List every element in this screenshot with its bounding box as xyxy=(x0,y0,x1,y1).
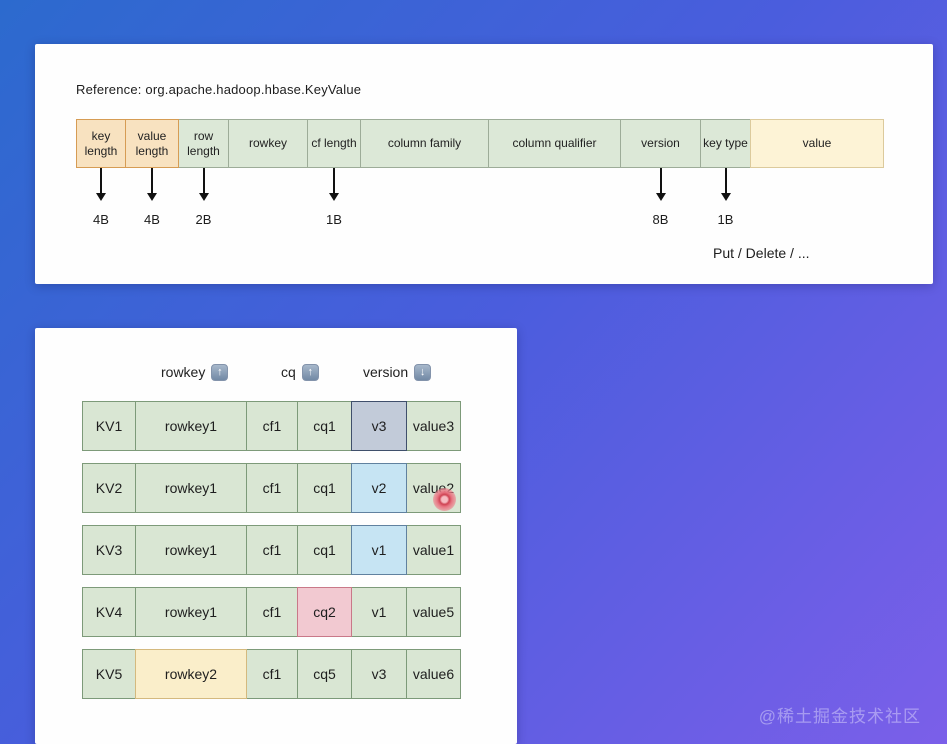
down-arrow-icon xyxy=(720,193,731,201)
segment-value-length: value length xyxy=(125,119,179,168)
arrow-line xyxy=(151,168,153,193)
down-arrow-icon xyxy=(198,193,209,201)
table-row-kv2: KV2 rowkey1 cf1 cq1 v2 value2 xyxy=(82,463,461,513)
keyvalue-table: KV1 rowkey1 cf1 cq1 v3 value3 KV2 rowkey1 cf1 cq1… xyxy=(82,401,461,711)
sort-down-icon[interactable]: ↓ xyxy=(414,363,432,381)
table-row-kv4: KV4 rowkey1 cf1 cq2 v1 value5 xyxy=(82,587,461,637)
cell-value3: value3 xyxy=(406,401,461,451)
sort-header-label: version xyxy=(363,364,409,380)
keyvalue-byte-layout-bar: key length value length row length rowkey cf… xyxy=(76,119,884,168)
cell-cq1: cq1 xyxy=(297,525,352,575)
table-row-kv1: KV1 rowkey1 cf1 cq1 v3 value3 xyxy=(82,401,461,451)
cell-kv1: KV1 xyxy=(82,401,136,451)
byte-size-arrow-version: 8B xyxy=(641,168,681,227)
cell-v1: v1 xyxy=(351,587,407,637)
cell-cf1: cf1 xyxy=(246,401,298,451)
cell-v3: v3 xyxy=(351,649,407,699)
panel-title: Reference: org.apache.hadoop.hbase.KeyVa… xyxy=(76,82,362,97)
down-arrow-icon xyxy=(655,193,666,201)
byte-size-label: 1B xyxy=(717,212,734,227)
cell-cf1: cf1 xyxy=(246,587,298,637)
cell-rowkey2: rowkey2 xyxy=(135,649,247,699)
cell-rowkey1: rowkey1 xyxy=(135,525,247,575)
sort-header-rowkey: rowkey ↑ xyxy=(161,362,229,382)
cell-kv2: KV2 xyxy=(82,463,136,513)
segment-cf-length: cf length xyxy=(307,119,361,168)
byte-size-arrow-row-length: 2B xyxy=(184,168,224,227)
cell-v3: v3 xyxy=(351,401,407,451)
table-row-kv3: KV3 rowkey1 cf1 cq1 v1 value1 xyxy=(82,525,461,575)
arrow-line xyxy=(100,168,102,193)
arrow-line xyxy=(724,168,727,193)
byte-size-arrow-key-type: 1B xyxy=(706,168,746,227)
cell-kv4: KV4 xyxy=(82,587,136,637)
cell-kv3: KV3 xyxy=(82,525,136,575)
sort-header-version: version ↓ xyxy=(363,362,432,382)
byte-size-arrow-cf-length: 1B xyxy=(314,168,354,227)
arrow-line xyxy=(202,168,205,193)
cell-cf1: cf1 xyxy=(246,463,298,513)
cell-value6: value6 xyxy=(406,649,461,699)
byte-size-arrow-value-length: 4B xyxy=(132,168,172,227)
segment-key-length: key length xyxy=(76,119,126,168)
cell-value1: value1 xyxy=(406,525,461,575)
cell-rowkey1: rowkey1 xyxy=(135,587,247,637)
segment-column-family: column family xyxy=(360,119,489,168)
cell-cq1: cq1 xyxy=(297,401,352,451)
segment-column-qualifier: column qualifier xyxy=(488,119,621,168)
cell-v2: v2 xyxy=(351,463,407,513)
byte-size-arrow-key-length: 4B xyxy=(81,168,121,227)
cell-kv5: KV5 xyxy=(82,649,136,699)
keyvalue-reference-panel: Reference: org.apache.hadoop.hbase.KeyVa… xyxy=(35,44,933,284)
byte-size-label: 1B xyxy=(326,212,342,227)
sort-up-icon[interactable]: ↑ xyxy=(211,363,229,381)
sort-header-cq: cq ↑ xyxy=(281,362,319,382)
arrow-line xyxy=(333,168,335,193)
cell-cf1: cf1 xyxy=(246,649,298,699)
byte-size-label: 4B xyxy=(93,212,109,227)
table-row-kv5: KV5 rowkey2 cf1 cq5 v3 value6 xyxy=(82,649,461,699)
cell-cf1: cf1 xyxy=(246,525,298,575)
key-type-note: Put / Delete / ... xyxy=(713,245,810,261)
cell-value2: value2 xyxy=(406,463,461,513)
sorted-keyvalue-table-panel: rowkey ↑ cq ↑ version ↓ KV1 rowkey1 cf1 cq1 v3 val… xyxy=(35,328,517,744)
cell-v1: v1 xyxy=(351,525,407,575)
down-arrow-icon xyxy=(147,193,157,201)
arrow-line xyxy=(659,168,662,193)
byte-size-label: 4B xyxy=(144,212,160,227)
cell-cq5: cq5 xyxy=(297,649,352,699)
sort-header-label: cq xyxy=(281,364,296,380)
segment-row-length: row length xyxy=(178,119,229,168)
down-arrow-icon xyxy=(329,193,339,201)
sort-up-icon[interactable]: ↑ xyxy=(301,363,319,381)
segment-version: version xyxy=(620,119,701,168)
byte-size-label: 2B xyxy=(195,212,212,227)
cell-rowkey1: rowkey1 xyxy=(135,463,247,513)
watermark: @稀土掘金技术社区 xyxy=(758,707,921,726)
cell-cq1: cq1 xyxy=(297,463,352,513)
segment-key-type: key type xyxy=(700,119,751,168)
down-arrow-icon xyxy=(96,193,106,201)
sort-header-label: rowkey xyxy=(161,364,206,380)
cell-value5: value5 xyxy=(406,587,461,637)
segment-rowkey: rowkey xyxy=(228,119,308,168)
byte-size-label: 8B xyxy=(652,212,669,227)
cell-rowkey1: rowkey1 xyxy=(135,401,247,451)
segment-value: value xyxy=(750,119,884,168)
cell-cq2: cq2 xyxy=(297,587,352,637)
